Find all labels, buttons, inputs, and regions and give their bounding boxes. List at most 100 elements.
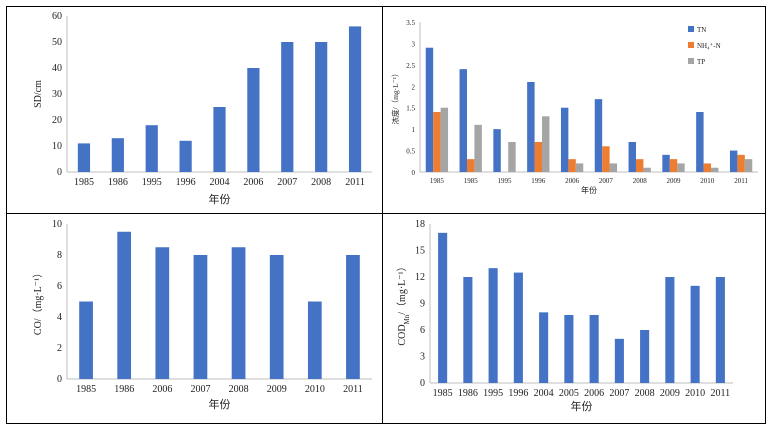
bar	[79, 301, 93, 379]
legend-swatch	[688, 58, 694, 64]
x-tick-label: 1985	[464, 177, 479, 185]
y-axis-title: CO/（mg·L⁻¹）	[32, 268, 44, 335]
bar	[589, 314, 599, 383]
x-tick-label: 2004	[210, 177, 230, 188]
bar-tn	[594, 99, 603, 172]
y-tick-label: 0	[412, 169, 416, 177]
y-tick-label: 2	[57, 343, 62, 354]
y-tick-label: 4	[57, 312, 62, 323]
x-tick-label: 1995	[142, 177, 162, 188]
bar-tp	[440, 107, 449, 172]
bar-tn	[527, 82, 535, 172]
x-tick-label: 2010	[700, 177, 715, 185]
y-tick-label: 1	[412, 126, 416, 134]
bar	[307, 301, 322, 379]
x-tick-label: 2008	[311, 177, 331, 188]
bar	[213, 107, 226, 172]
x-tick-label: 2011	[345, 177, 365, 188]
bar	[231, 247, 246, 379]
legend-swatch	[688, 26, 694, 32]
x-tick-label: 1996	[508, 388, 528, 399]
bar	[145, 125, 158, 172]
bar	[715, 277, 725, 383]
y-tick-label: 1.5	[406, 105, 415, 113]
bar-nhn	[635, 159, 644, 172]
y-tick-label: 0	[57, 374, 62, 385]
x-tick-label: 2010	[685, 388, 705, 399]
bar	[564, 314, 574, 383]
x-tick-label: 1995	[498, 177, 513, 185]
y-tick-label: 6	[57, 281, 62, 292]
bar-tn	[425, 47, 434, 172]
bar-tn	[493, 129, 501, 172]
x-tick-label: 2011	[343, 384, 363, 395]
y-tick-label: 8	[57, 250, 62, 261]
bar-tn	[729, 150, 738, 172]
x-tick-label: 2009	[267, 384, 287, 395]
panel-divider-horizontal	[6, 213, 766, 214]
chart-secchi-depth: 0 10 20 30 40 50 60 1985 1986 1995 1996 2004 2006 200…	[33, 11, 372, 206]
bar	[539, 312, 549, 383]
y-axis-title: SD/cm	[33, 80, 44, 108]
bar	[690, 285, 700, 383]
bar-nhn	[669, 159, 678, 172]
y-tick-label: 18	[415, 219, 425, 230]
bar-tn	[459, 69, 467, 172]
x-tick-label: 2006	[152, 384, 172, 395]
x-tick-label: 1986	[108, 177, 128, 188]
x-axis-title: 年份	[571, 399, 593, 413]
y-axis-title: CODMn/（mg·L⁻¹）	[396, 261, 411, 345]
bar-tp	[609, 163, 618, 172]
y-axis-title: 浓度/（mg·L⁻¹）	[390, 70, 400, 125]
bar	[513, 272, 523, 383]
x-tick-label: 2005	[559, 388, 579, 399]
legend-label: TP	[697, 58, 705, 66]
bar-nhn	[703, 163, 712, 172]
y-tick-label: 20	[52, 115, 62, 126]
x-tick-label: 1986	[114, 384, 134, 395]
bar	[179, 140, 192, 172]
x-tick-label: 2006	[565, 177, 580, 185]
bar-nhn	[466, 159, 475, 172]
legend-swatch	[688, 42, 694, 48]
bar	[269, 255, 284, 379]
chart-nutrient-concentration: 0 0.5 1 1.5 2 2.5 3 3.5 1985 1985 1995 1996 2006 2007…	[390, 19, 758, 195]
y-tick-label: 30	[52, 89, 62, 100]
x-tick-label: 1985	[74, 177, 94, 188]
y-tick-label: 3	[412, 40, 416, 48]
bar	[348, 26, 362, 173]
bar-tn	[662, 154, 670, 172]
bar	[438, 232, 448, 383]
chart-codmn-concentration: 0 3 6 9 12 15 18 1985 1986 1995 1996 2004 2005 2006 20…	[396, 219, 733, 413]
x-tick-label: 2009	[667, 177, 682, 185]
bar-nhn	[737, 154, 745, 172]
x-tick-label: 1985	[430, 177, 445, 185]
x-tick-label: 2006	[584, 388, 604, 399]
bar-tp	[474, 124, 482, 172]
x-axis-title: 年份	[581, 185, 597, 195]
bar	[111, 138, 124, 172]
x-tick-label: 2008	[635, 388, 655, 399]
y-tick-label: 50	[52, 37, 62, 48]
bar	[640, 330, 650, 383]
x-axis-title: 年份	[209, 192, 231, 206]
x-tick-label: 2008	[633, 177, 648, 185]
x-tick-label: 2011	[734, 177, 748, 185]
bar-nhn	[534, 142, 543, 172]
x-tick-label: 2009	[660, 388, 680, 399]
bar	[665, 277, 675, 383]
bar	[247, 68, 260, 172]
bar-tn	[696, 112, 704, 172]
bar-tp	[643, 167, 651, 172]
bar	[281, 42, 294, 172]
bar	[77, 143, 91, 172]
panel-divider-vertical	[382, 6, 383, 424]
y-tick-label: 3	[420, 352, 425, 363]
x-tick-label: 1996	[176, 177, 196, 188]
x-tick-label: 2008	[229, 384, 249, 395]
y-tick-label: 12	[415, 272, 425, 283]
x-tick-label: 2006	[243, 177, 263, 188]
bar	[488, 268, 498, 383]
x-tick-label: 2010	[305, 384, 325, 395]
bar-tp	[542, 116, 550, 172]
